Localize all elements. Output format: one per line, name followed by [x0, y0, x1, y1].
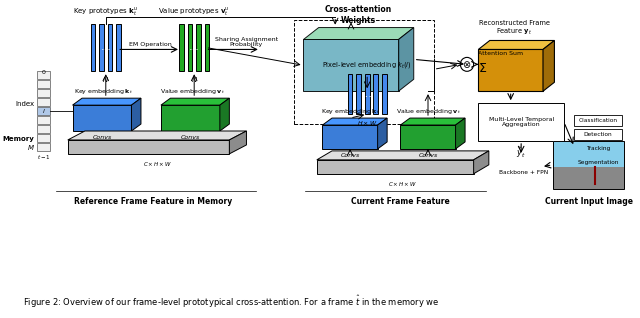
Text: Value embedding $\mathbf{v}_t$: Value embedding $\mathbf{v}_t$: [160, 87, 225, 96]
Text: Convs: Convs: [419, 153, 438, 158]
Bar: [478, 103, 564, 141]
Text: Detection: Detection: [584, 132, 612, 137]
Bar: [373, 74, 378, 114]
Text: Sharing Assignment
Probability: Sharing Assignment Probability: [215, 37, 278, 47]
Bar: [37, 71, 50, 79]
Text: Attention Sum: Attention Sum: [478, 52, 524, 56]
Bar: [37, 125, 50, 133]
Text: $H\times W$: $H\times W$: [356, 119, 378, 127]
Text: ...: ...: [189, 42, 200, 52]
Polygon shape: [317, 160, 474, 174]
Text: Segmentation: Segmentation: [577, 160, 619, 165]
Bar: [37, 116, 50, 124]
Text: $C\times H\times W$: $C\times H\times W$: [388, 180, 417, 188]
Text: Value embedding $\mathbf{v}_t$: Value embedding $\mathbf{v}_t$: [396, 107, 460, 116]
Bar: [37, 80, 50, 88]
Bar: [574, 115, 622, 126]
Polygon shape: [161, 98, 229, 105]
Text: Value prototypes $\mathbf{v}_t^u$: Value prototypes $\mathbf{v}_t^u$: [158, 5, 230, 17]
Polygon shape: [68, 131, 246, 140]
Bar: [552, 141, 624, 189]
Text: Key embedding $\mathbf{k}_t$: Key embedding $\mathbf{k}_t$: [74, 87, 133, 96]
Text: Figure 2: Overview of our frame-level prototypical cross-attention. For a frame : Figure 2: Overview of our frame-level pr…: [23, 294, 439, 310]
Text: EM Operation: EM Operation: [129, 42, 172, 47]
Bar: [574, 157, 622, 168]
Polygon shape: [456, 118, 465, 149]
Text: Key prototypes $\mathbf{k}_t^u$: Key prototypes $\mathbf{k}_t^u$: [74, 5, 138, 17]
Text: ...: ...: [362, 89, 372, 99]
Polygon shape: [72, 105, 131, 131]
Circle shape: [460, 57, 474, 71]
Text: Index: Index: [15, 101, 35, 107]
Text: Backbone + FPN: Backbone + FPN: [499, 170, 548, 175]
Polygon shape: [229, 131, 246, 154]
Bar: [205, 24, 209, 71]
Bar: [108, 24, 113, 71]
Text: Reconstructed Frame
Feature $\mathbf{y}_t$: Reconstructed Frame Feature $\mathbf{y}_…: [479, 20, 550, 38]
Polygon shape: [399, 28, 413, 91]
Bar: [37, 134, 50, 142]
Polygon shape: [72, 98, 141, 105]
Polygon shape: [161, 105, 220, 131]
Polygon shape: [220, 98, 229, 131]
Text: Reference Frame Feature in Memory: Reference Frame Feature in Memory: [74, 197, 232, 206]
Text: Current Input Image: Current Input Image: [545, 197, 632, 206]
Polygon shape: [401, 125, 456, 149]
Polygon shape: [68, 140, 229, 154]
Text: Memory
$M$: Memory $M$: [3, 136, 35, 152]
Bar: [179, 24, 184, 71]
Polygon shape: [303, 39, 399, 91]
Text: Classification: Classification: [579, 118, 618, 123]
Text: Cross-attention
Weights: Cross-attention Weights: [325, 5, 392, 24]
Bar: [188, 24, 192, 71]
Bar: [348, 74, 353, 114]
Bar: [356, 74, 361, 114]
Text: Tracking: Tracking: [586, 146, 611, 151]
Text: 0: 0: [42, 70, 45, 75]
Text: $C\times H\times W$: $C\times H\times W$: [143, 160, 172, 168]
Text: $\hat{y}_t$: $\hat{y}_t$: [516, 146, 526, 161]
Text: Multi-Level Temporal
Aggregation: Multi-Level Temporal Aggregation: [488, 117, 554, 128]
Polygon shape: [323, 125, 378, 149]
Bar: [294, 20, 434, 124]
Bar: [574, 143, 622, 154]
Bar: [37, 89, 50, 97]
Text: Convs: Convs: [180, 135, 200, 140]
Polygon shape: [131, 98, 141, 131]
Polygon shape: [552, 141, 624, 167]
Polygon shape: [323, 118, 387, 125]
Polygon shape: [543, 40, 554, 91]
Bar: [196, 24, 201, 71]
Polygon shape: [474, 151, 489, 174]
Text: $l$: $l$: [42, 107, 45, 115]
Text: Pixel-level embedding $k_t(i)$: Pixel-level embedding $k_t(i)$: [323, 60, 412, 70]
Polygon shape: [317, 151, 489, 160]
Polygon shape: [378, 118, 387, 149]
Text: Convs: Convs: [340, 153, 360, 158]
Text: Convs: Convs: [92, 135, 111, 140]
Text: Key embedding $\mathbf{k}_t$: Key embedding $\mathbf{k}_t$: [321, 107, 380, 116]
Text: $\Sigma$: $\Sigma$: [477, 62, 487, 75]
Polygon shape: [552, 167, 624, 189]
Text: Current Frame Feature: Current Frame Feature: [351, 197, 450, 206]
Bar: [91, 24, 95, 71]
Text: $\otimes$: $\otimes$: [462, 59, 472, 70]
Bar: [37, 143, 50, 151]
Bar: [574, 129, 622, 140]
Bar: [37, 98, 50, 106]
Text: $N$: $N$: [191, 75, 198, 84]
Bar: [99, 24, 104, 71]
Text: ...: ...: [100, 42, 111, 52]
Polygon shape: [478, 49, 543, 91]
Text: $t-1$: $t-1$: [36, 153, 51, 161]
Bar: [365, 74, 369, 114]
Bar: [382, 74, 387, 114]
Bar: [116, 24, 121, 71]
Polygon shape: [401, 118, 465, 125]
Text: $N$: $N$: [102, 75, 109, 84]
Polygon shape: [478, 40, 554, 49]
Polygon shape: [303, 28, 413, 39]
Bar: [37, 107, 50, 115]
